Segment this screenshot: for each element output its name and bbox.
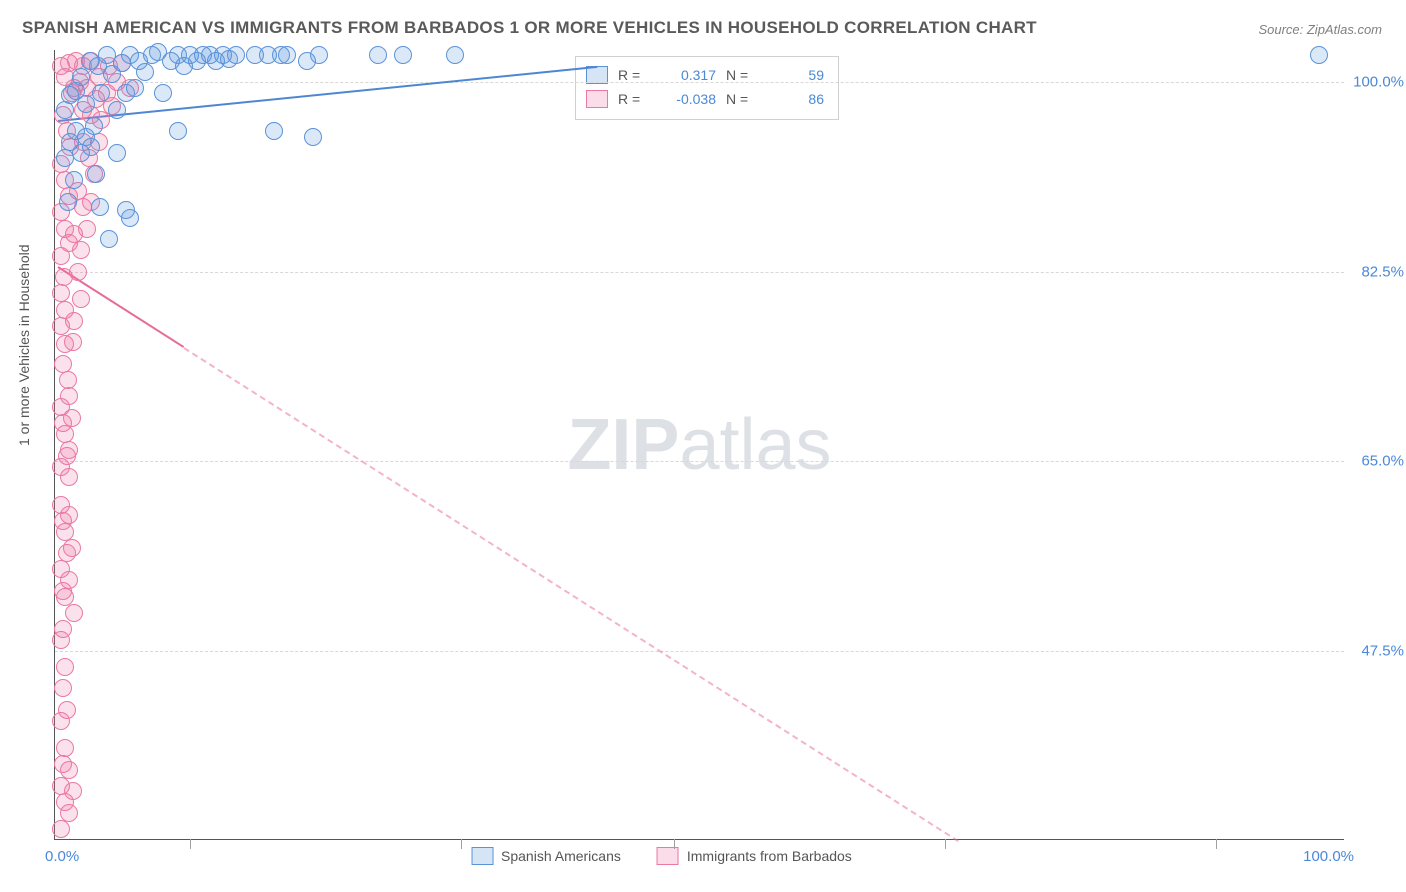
data-point <box>108 144 126 162</box>
data-point <box>136 63 154 81</box>
y-tick-label: 82.5% <box>1349 263 1404 280</box>
n-label: N = <box>726 67 756 83</box>
legend-item-blue: Spanish Americans <box>471 847 621 865</box>
x-tick <box>945 839 946 849</box>
data-point <box>65 604 83 622</box>
data-point <box>154 84 172 102</box>
data-point <box>69 263 87 281</box>
data-point <box>265 122 283 140</box>
data-point <box>126 79 144 97</box>
x-origin-tick: 0.0% <box>45 848 79 865</box>
x-tick <box>461 839 462 849</box>
data-point <box>72 290 90 308</box>
data-point <box>77 95 95 113</box>
stats-legend: R = 0.317 N = 59 R = -0.038 N = 86 <box>575 56 839 120</box>
swatch-blue-icon <box>471 847 493 865</box>
data-point <box>92 84 110 102</box>
data-point <box>87 165 105 183</box>
trend-line-dashed <box>183 347 958 842</box>
data-point <box>65 171 83 189</box>
data-point <box>59 193 77 211</box>
data-point <box>60 571 78 589</box>
grid-line <box>55 272 1344 273</box>
data-point <box>278 46 296 64</box>
source-label: Source: ZipAtlas.com <box>1258 22 1382 37</box>
data-point <box>54 355 72 373</box>
data-point <box>121 209 139 227</box>
data-point <box>72 68 90 86</box>
data-point <box>304 128 322 146</box>
data-point <box>446 46 464 64</box>
grid-line <box>55 461 1344 462</box>
data-point <box>52 247 70 265</box>
data-point <box>72 241 90 259</box>
data-point <box>108 101 126 119</box>
data-point <box>60 804 78 822</box>
data-point <box>52 284 70 302</box>
y-tick-label: 47.5% <box>1349 642 1404 659</box>
data-point <box>58 701 76 719</box>
stats-row-pink: R = -0.038 N = 86 <box>586 87 824 111</box>
data-point <box>54 755 72 773</box>
swatch-pink-icon <box>657 847 679 865</box>
x-tick <box>674 839 675 849</box>
data-point <box>60 468 78 486</box>
data-point <box>91 198 109 216</box>
watermark: ZIPatlas <box>567 404 831 486</box>
data-point <box>56 739 74 757</box>
legend-label-blue: Spanish Americans <box>501 848 621 864</box>
data-point <box>64 782 82 800</box>
x-tick <box>1216 839 1217 849</box>
data-point <box>1310 46 1328 64</box>
data-point <box>82 138 100 156</box>
data-point <box>227 46 245 64</box>
r-value-pink: -0.038 <box>658 91 716 107</box>
data-point <box>52 820 70 838</box>
grid-line <box>55 651 1344 652</box>
data-point <box>60 387 78 405</box>
chart-title: SPANISH AMERICAN VS IMMIGRANTS FROM BARB… <box>22 18 1037 38</box>
r-label: R = <box>618 67 648 83</box>
data-point <box>65 312 83 330</box>
y-axis-label: 1 or more Vehicles in Household <box>16 244 32 446</box>
data-point <box>64 333 82 351</box>
n-label: N = <box>726 91 756 107</box>
data-point <box>169 122 187 140</box>
data-point <box>63 539 81 557</box>
data-point <box>78 220 96 238</box>
y-tick-label: 65.0% <box>1349 453 1404 470</box>
data-point <box>60 506 78 524</box>
n-value-blue: 59 <box>766 67 824 83</box>
legend-label-pink: Immigrants from Barbados <box>687 848 852 864</box>
r-value-blue: 0.317 <box>658 67 716 83</box>
data-point <box>310 46 328 64</box>
swatch-pink-icon <box>586 90 608 108</box>
data-point <box>63 409 81 427</box>
data-point <box>54 620 72 638</box>
data-point <box>394 46 412 64</box>
data-point <box>54 679 72 697</box>
grid-line <box>55 82 1344 83</box>
legend-item-pink: Immigrants from Barbados <box>657 847 852 865</box>
data-point <box>60 441 78 459</box>
y-tick-label: 100.0% <box>1349 74 1404 91</box>
data-point <box>56 658 74 676</box>
data-point <box>100 230 118 248</box>
x-tick <box>190 839 191 849</box>
bottom-legend: Spanish Americans Immigrants from Barbad… <box>471 847 852 865</box>
x-max-tick: 100.0% <box>1303 848 1354 865</box>
data-point <box>369 46 387 64</box>
r-label: R = <box>618 91 648 107</box>
plot-area: ZIPatlas R = 0.317 N = 59 R = -0.038 N =… <box>54 50 1344 840</box>
n-value-pink: 86 <box>766 91 824 107</box>
